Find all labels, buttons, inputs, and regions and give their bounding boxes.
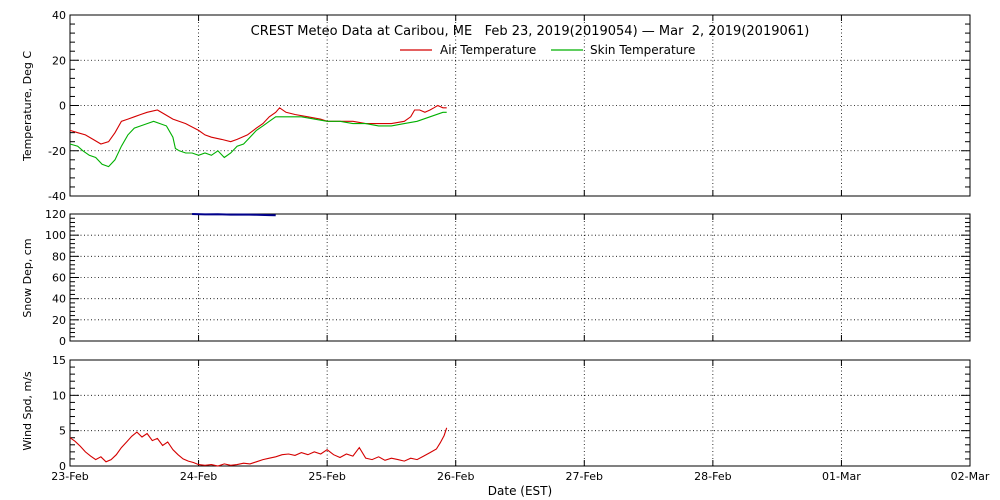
x-tick-label: 26-Feb [437, 470, 474, 483]
y-tick-label: 40 [52, 9, 66, 22]
y-tick-label: 10 [52, 389, 66, 402]
legend-air-label: Air Temperature [440, 43, 536, 57]
y-tick-label: -20 [48, 145, 66, 158]
y-tick-label: 20 [52, 54, 66, 67]
y-tick-label: 0 [59, 335, 66, 348]
temperature-panel-ylabel: Temperature, Deg C [21, 51, 34, 162]
temperature-panel: -40 -20 0 20 40 [48, 9, 971, 203]
chart-title: CREST Meteo Data at Caribou, ME Feb 23, … [251, 24, 810, 39]
wind-plot-frame [69, 359, 971, 467]
temperature-series-line-0 [69, 104, 447, 145]
y-tick-label: 15 [52, 354, 66, 367]
x-tick-label: 01-Mar [822, 470, 861, 483]
temperature-series-line-1 [69, 111, 447, 168]
y-tick-label: 0 [59, 100, 66, 113]
y-tick-label: 120 [45, 208, 66, 221]
y-tick-label: 80 [52, 250, 66, 263]
y-tick-label: 100 [45, 229, 66, 242]
x-tick-label: 24-Feb [180, 470, 217, 483]
snow-plot-frame [69, 213, 971, 342]
y-tick-label: 60 [52, 272, 66, 285]
y-tick-label: 5 [59, 425, 66, 438]
y-tick-label: 40 [52, 293, 66, 306]
x-tick-label: 28-Feb [694, 470, 731, 483]
y-tick-label: -40 [48, 190, 66, 203]
x-tick-label: 02-Mar [951, 470, 990, 483]
wind-panel: 0 5 10 15 [52, 354, 971, 473]
x-tick-label: 27-Feb [566, 470, 603, 483]
y-tick-label: 0 [59, 460, 66, 473]
x-tick-label: 23-Feb [51, 470, 88, 483]
legend-skin-label: Skin Temperature [590, 43, 695, 57]
legend: Air Temperature Skin Temperature [400, 43, 695, 57]
x-axis-label: Date (EST) [488, 484, 552, 498]
x-tick-label: 25-Feb [308, 470, 345, 483]
snow-panel: 0 20 40 60 80 100 120 [45, 208, 971, 348]
panels: -40 -20 0 20 40 0 20 40 60 80 100 120 0 5 10 15 23-Feb 24… [45, 9, 990, 483]
y-tick-label: 20 [52, 314, 66, 327]
snow-series-line-0 [192, 213, 276, 217]
wind-series-line-0 [69, 427, 448, 467]
snow-panel-ylabel: Snow Dep, cm [21, 238, 34, 317]
wind-panel-ylabel: Wind Spd, m/s [21, 371, 34, 451]
temperature-plot-frame [69, 14, 971, 197]
x-tick-labels: 23-Feb 24-Feb 25-Feb 26-Feb 27-Feb 28-Feb 01-M… [51, 470, 990, 483]
